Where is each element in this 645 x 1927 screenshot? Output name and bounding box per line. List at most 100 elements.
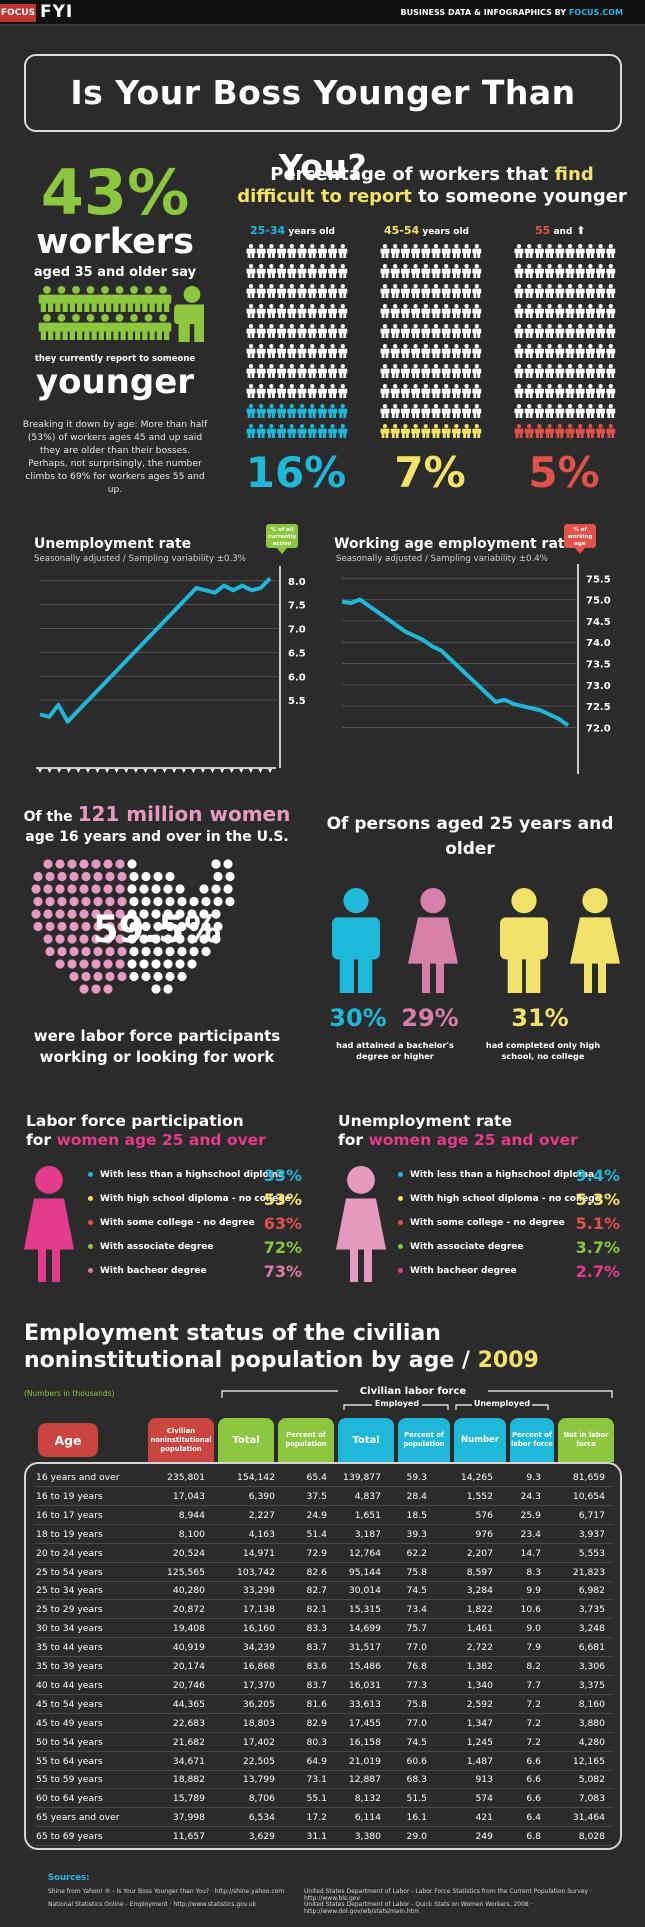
person-icon xyxy=(524,364,534,378)
person-icon xyxy=(575,364,585,378)
person-icon xyxy=(472,424,482,438)
person-icon xyxy=(246,424,256,438)
x-tick-mark xyxy=(76,769,81,773)
table-cell: 18.5 xyxy=(406,1509,427,1521)
table-cell: 74.5 xyxy=(406,1585,427,1597)
group-suffix: years old xyxy=(419,227,470,237)
row-label: 16 to 19 years xyxy=(36,1490,103,1502)
x-tick-mark xyxy=(114,769,119,773)
table-cell: 77.0 xyxy=(406,1717,427,1729)
table-cell: 16.1 xyxy=(406,1812,427,1824)
table-cell: 576 xyxy=(475,1509,493,1521)
map-dot xyxy=(33,921,43,932)
y-tick-label: 5.5 xyxy=(288,696,306,707)
person-icon xyxy=(174,286,204,342)
table-cell: 75.8 xyxy=(406,1698,427,1710)
map-dot xyxy=(93,921,103,932)
map-dot xyxy=(129,921,139,932)
map-dot xyxy=(189,921,199,932)
source-item[interactable]: Shine from Yahoo! ® - Is Your Boss Young… xyxy=(48,1888,285,1895)
person-icon xyxy=(338,264,348,278)
map-dot xyxy=(127,959,137,969)
map-dot xyxy=(43,934,53,944)
person-icon xyxy=(140,286,157,312)
person-icon xyxy=(125,286,143,312)
person-icon xyxy=(287,244,297,258)
person-icon xyxy=(328,304,338,318)
column-header: Age xyxy=(38,1423,98,1457)
table-cell: 22,683 xyxy=(172,1717,205,1729)
difficult-heading-c: to someone younger xyxy=(411,186,627,207)
brand-box[interactable]: FOCUS xyxy=(0,4,36,22)
person-icon xyxy=(451,324,461,338)
source-item[interactable]: National Statistics Online - Employment … xyxy=(48,1901,257,1908)
table-cell: 3,284 xyxy=(466,1585,493,1597)
person-icon xyxy=(297,424,307,438)
map-dot xyxy=(67,859,77,869)
person-icon xyxy=(462,304,472,318)
person-icon xyxy=(328,364,338,378)
map-dot xyxy=(201,946,211,957)
person-icon xyxy=(380,404,390,418)
woman-figure-icon xyxy=(336,1166,386,1282)
person-icon xyxy=(534,304,544,318)
bullet-dot xyxy=(88,1268,93,1273)
list-item-value: 9.4% xyxy=(575,1166,620,1185)
map-dot xyxy=(129,896,139,907)
person-icon xyxy=(111,286,128,312)
map-dot xyxy=(201,921,211,932)
person-icon xyxy=(266,304,276,318)
source-item[interactable]: United States Department of Labor - Labo… xyxy=(304,1888,592,1902)
brand-logo[interactable]: FYI xyxy=(40,2,74,22)
map-dot xyxy=(151,934,161,944)
x-tick-mark xyxy=(220,769,225,773)
map-dot xyxy=(115,884,125,894)
column-header: Civilian noninstitutional population xyxy=(148,1418,214,1462)
person-icon xyxy=(317,284,327,298)
table-cell: 6.8 xyxy=(526,1831,541,1843)
person-icon xyxy=(338,344,348,358)
women-line2: age 16 years and over in the U.S. xyxy=(25,829,289,845)
map-dot xyxy=(55,859,65,869)
person-icon xyxy=(421,364,431,378)
person-icon xyxy=(287,384,297,398)
person-icon xyxy=(390,384,400,398)
map-dot xyxy=(223,859,233,869)
map-dot xyxy=(163,909,173,919)
workers-word: workers xyxy=(36,222,194,262)
person-icon xyxy=(277,304,287,318)
person-icon xyxy=(534,244,544,258)
person-icon xyxy=(606,304,616,318)
table-cell: 6,681 xyxy=(578,1642,605,1654)
badge-text: age xyxy=(574,541,586,547)
source-item[interactable]: United States Department of Labor - Quic… xyxy=(304,1901,533,1915)
person-icon xyxy=(338,244,348,258)
person-icon xyxy=(431,424,441,438)
map-dot xyxy=(81,946,91,957)
table-row: 35 to 39 years 20,174 16,868 83.6 15,486 76.8… xyxy=(36,1658,612,1676)
person-icon xyxy=(307,384,317,398)
person-icon xyxy=(451,384,461,398)
table-cell: 7,083 xyxy=(578,1793,605,1805)
list-item: With bacheor degree xyxy=(88,1266,207,1276)
map-dot xyxy=(93,871,103,882)
woman-figure-icon xyxy=(24,1166,74,1282)
table-cell: 40,919 xyxy=(172,1642,205,1654)
table-cell: 21,823 xyxy=(572,1566,605,1578)
table-row: 30 to 34 years 19,408 16,160 83.3 14,699 75.7… xyxy=(36,1620,612,1639)
row-label: 25 to 29 years xyxy=(36,1604,103,1616)
list-item-value: 3.7% xyxy=(575,1238,620,1257)
map-dot xyxy=(79,859,89,869)
bullet-dot xyxy=(398,1196,403,1201)
table-cell: 60.6 xyxy=(406,1755,427,1767)
person-icon xyxy=(246,404,256,418)
table-cell: 39.3 xyxy=(406,1528,427,1540)
person-icon xyxy=(462,264,472,278)
table-cell: 19,408 xyxy=(172,1623,205,1635)
map-dot xyxy=(81,896,91,907)
focus-link[interactable]: FOCUS.COM xyxy=(568,8,623,17)
person-icon xyxy=(421,344,431,358)
x-tick-mark xyxy=(153,769,157,773)
table-cell: 6.6 xyxy=(526,1755,541,1767)
person-icon xyxy=(596,244,606,258)
